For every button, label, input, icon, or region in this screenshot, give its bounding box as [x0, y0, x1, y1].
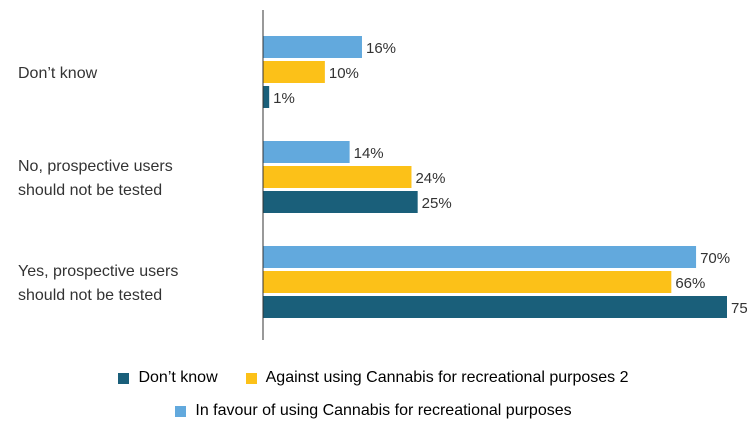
data-label-s1-c2: 66% [675, 275, 705, 292]
legend-item-dont-know: Don’t know [118, 369, 218, 387]
legend-item-in-favour: In favour of using Cannabis for recreati… [175, 402, 572, 420]
bar-s2-c2 [263, 296, 727, 318]
bar-s2-c1 [263, 191, 418, 213]
legend-item-against: Against using Cannabis for recreational … [245, 369, 629, 387]
legend-row-1: Don’t know Against using Cannabis for re… [0, 369, 747, 387]
bar-chart: Don’t know 16% 10% 1% No, prospective users s… [18, 10, 747, 340]
data-label-s0-c0: 16% [366, 40, 396, 57]
category-label-1-0: No, prospective users [18, 158, 173, 175]
legend-swatch-dont-know [118, 372, 130, 384]
bar-s1-c0 [263, 61, 325, 83]
data-label-s2-c1: 25% [422, 195, 452, 212]
data-label-s2-c0: 1% [273, 90, 295, 107]
category-label-2-0: Yes, prospective users [18, 263, 178, 280]
bar-s1-c2 [263, 271, 672, 293]
data-label-s1-c1: 24% [415, 170, 445, 187]
data-label-s2-c2: 75% [731, 300, 747, 317]
legend-row-2: In favour of using Cannabis for recreati… [0, 402, 747, 420]
bar-s0-c2 [263, 246, 697, 268]
data-label-s0-c2: 70% [700, 250, 730, 267]
category-label-1-1: should not be tested [18, 182, 162, 199]
bar-s0-c1 [263, 141, 350, 163]
legend-label-dont-know: Don’t know [138, 369, 218, 386]
bar-s0-c0 [263, 36, 362, 58]
legend-swatch-against [245, 372, 257, 384]
category-label-0-0: Don’t know [18, 65, 98, 82]
bar-s2-c0 [263, 86, 270, 108]
data-label-s0-c1: 14% [354, 145, 384, 162]
bar-s1-c1 [263, 166, 412, 188]
legend-label-against: Against using Cannabis for recreational … [265, 369, 629, 386]
data-label-s1-c0: 10% [329, 65, 359, 82]
legend-swatch-in-favour [175, 405, 187, 417]
category-label-2-1: should not be tested [18, 287, 162, 304]
legend-label-in-favour: In favour of using Cannabis for recreati… [195, 402, 572, 419]
